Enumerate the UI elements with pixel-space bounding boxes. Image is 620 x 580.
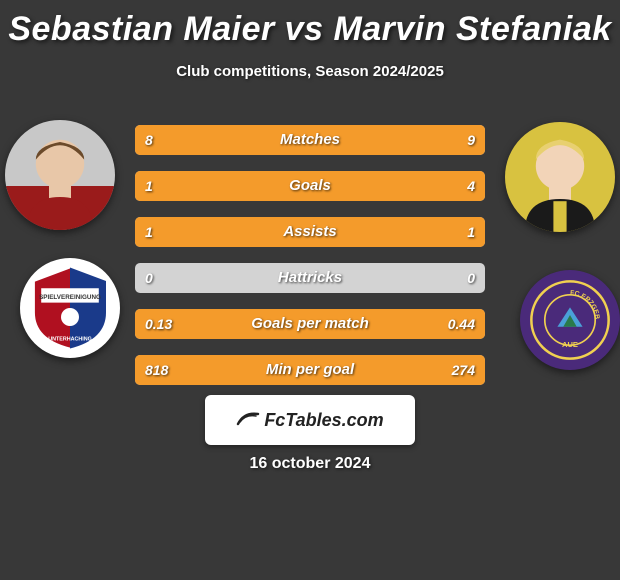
date-text: 16 october 2024 (0, 455, 620, 473)
stat-row: Min per goal818 274 (135, 355, 485, 385)
stat-value-left: 0.13 (145, 309, 172, 339)
stat-value-right: 9 (467, 125, 475, 155)
stat-label: Goals (135, 171, 485, 201)
svg-text:SPIELVEREINIGUNG: SPIELVEREINIGUNG (39, 294, 101, 301)
stat-row: Matches8 9 (135, 125, 485, 155)
subtitle: Club competitions, Season 2024/2025 (0, 63, 620, 80)
stat-value-left: 0 (145, 263, 153, 293)
stat-value-left: 8 (145, 125, 153, 155)
stat-row: Goals per match0.13 0.44 (135, 309, 485, 339)
stat-value-right: 274 (452, 355, 475, 385)
fctables-logo-text: FcTables.com (264, 410, 383, 431)
stat-value-left: 818 (145, 355, 168, 385)
stat-value-right: 4 (467, 171, 475, 201)
stat-label: Hattricks (135, 263, 485, 293)
stat-label: Min per goal (135, 355, 485, 385)
player-right-avatar (505, 122, 615, 232)
stat-value-right: 0.44 (448, 309, 475, 339)
club-left-badge: SPIELVEREINIGUNG UNTERHACHING (20, 258, 120, 358)
player-left-avatar (5, 120, 115, 230)
club-right-badge-svg: FC ERZGEBIRGE AUE (528, 278, 612, 362)
svg-text:UNTERHACHING: UNTERHACHING (48, 336, 92, 342)
player-left-avatar-svg (5, 120, 115, 230)
player-right-avatar-svg (505, 122, 615, 232)
stat-row: Goals1 4 (135, 171, 485, 201)
stat-row: Hattricks0 0 (135, 263, 485, 293)
stat-label: Goals per match (135, 309, 485, 339)
stat-label: Assists (135, 217, 485, 247)
stat-value-left: 1 (145, 171, 153, 201)
stat-value-right: 1 (467, 217, 475, 247)
stats-container: Matches89Goals14Assists11Hattricks00Goal… (135, 125, 485, 401)
club-left-badge-svg: SPIELVEREINIGUNG UNTERHACHING (25, 263, 115, 353)
svg-text:AUE: AUE (562, 340, 578, 349)
stat-row: Assists1 1 (135, 217, 485, 247)
stat-value-left: 1 (145, 217, 153, 247)
fctables-logo-box: FcTables.com (205, 395, 415, 445)
stat-label: Matches (135, 125, 485, 155)
fctables-swish-icon (236, 408, 260, 433)
club-right-badge: FC ERZGEBIRGE AUE (520, 270, 620, 370)
stat-value-right: 0 (467, 263, 475, 293)
page-title: Sebastian Maier vs Marvin Stefaniak (0, 0, 620, 49)
